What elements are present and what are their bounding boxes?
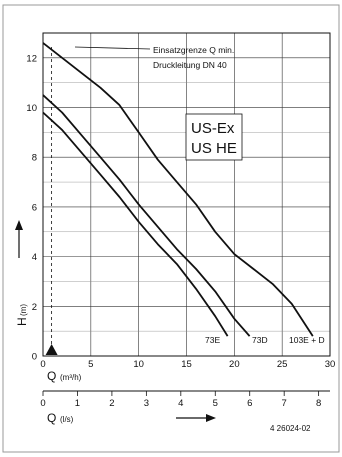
- model-title-line-2: US HE: [191, 140, 237, 157]
- y-tick-label: 2: [32, 302, 37, 313]
- y-tick-label: 0: [32, 352, 37, 363]
- model-title-line-1: US-Ex: [191, 120, 235, 137]
- curve-label-73d: 73D: [252, 335, 268, 345]
- pump-curves: [42, 42, 314, 337]
- secondary-x-tick-label: 4: [178, 398, 183, 409]
- axes: [42, 32, 331, 357]
- x-axis-unit: (m³/h): [60, 373, 82, 382]
- secondary-x-axis-label: Q: [47, 411, 56, 425]
- y-tick-label: 10: [26, 103, 37, 114]
- x-tick-label: 0: [40, 359, 45, 370]
- x-tick-label: 30: [325, 359, 336, 370]
- plot-border: [42, 32, 331, 357]
- secondary-x-tick-label: 7: [282, 398, 287, 409]
- pump-curve-series-1: [42, 111, 229, 337]
- x-tick-labels: 0 5 10 15 20 25 30: [40, 359, 335, 370]
- secondary-x-tick-label: 0: [40, 398, 45, 409]
- y-tick-label: 4: [32, 252, 37, 263]
- secondary-x-tick-label: 5: [213, 398, 218, 409]
- secondary-x-tick-label: 6: [247, 398, 252, 409]
- x-tick-label: 15: [181, 359, 192, 370]
- annotation-leader-line: [74, 46, 151, 50]
- secondary-x-tick-label: 8: [316, 398, 321, 409]
- x-tick-label: 5: [88, 359, 93, 370]
- min-flow-marker-triangle: [45, 344, 58, 355]
- secondary-x-tick-label: 1: [75, 398, 80, 409]
- pump-curve-series-3: [42, 42, 314, 337]
- secondary-x-arrowhead: [206, 414, 216, 422]
- annotation-line-1: Einsatzgrenze Q min.: [153, 45, 234, 55]
- y-tick-labels: 0 2 4 6 8 10 12: [26, 53, 37, 362]
- grid: [42, 33, 331, 357]
- secondary-x-arrow: [176, 414, 216, 422]
- x-tick-label: 10: [133, 359, 144, 370]
- annotation-line-2: Druckleitung DN 40: [153, 60, 227, 70]
- y-tick-label: 8: [32, 153, 37, 164]
- y-axis-label: H: [15, 317, 29, 326]
- figure-code: 4 26024-02: [270, 424, 311, 433]
- x-tick-label: 25: [277, 359, 288, 370]
- secondary-x-tick-label: 3: [144, 398, 149, 409]
- y-axis-title: H (m): [15, 220, 29, 326]
- x-tick-label: 20: [229, 359, 240, 370]
- chart-frame: [2, 4, 340, 453]
- secondary-x-axis-unit: (l/s): [60, 415, 74, 424]
- model-title-box: [185, 113, 243, 161]
- y-axis-unit: (m): [19, 304, 28, 316]
- y-tick-label: 6: [32, 202, 37, 213]
- x-axis-label: Q: [47, 369, 56, 383]
- y-axis-arrowhead: [15, 220, 23, 230]
- pump-curve-series-2: [42, 94, 251, 337]
- curve-label-73e: 73E: [205, 335, 220, 345]
- secondary-x-tick-labels: 0 1 2 3 4 5 6 7 8: [40, 390, 330, 409]
- y-tick-label: 12: [26, 53, 37, 64]
- secondary-x-tick-label: 2: [109, 398, 114, 409]
- curve-label-103ed: 103E + D: [289, 335, 325, 345]
